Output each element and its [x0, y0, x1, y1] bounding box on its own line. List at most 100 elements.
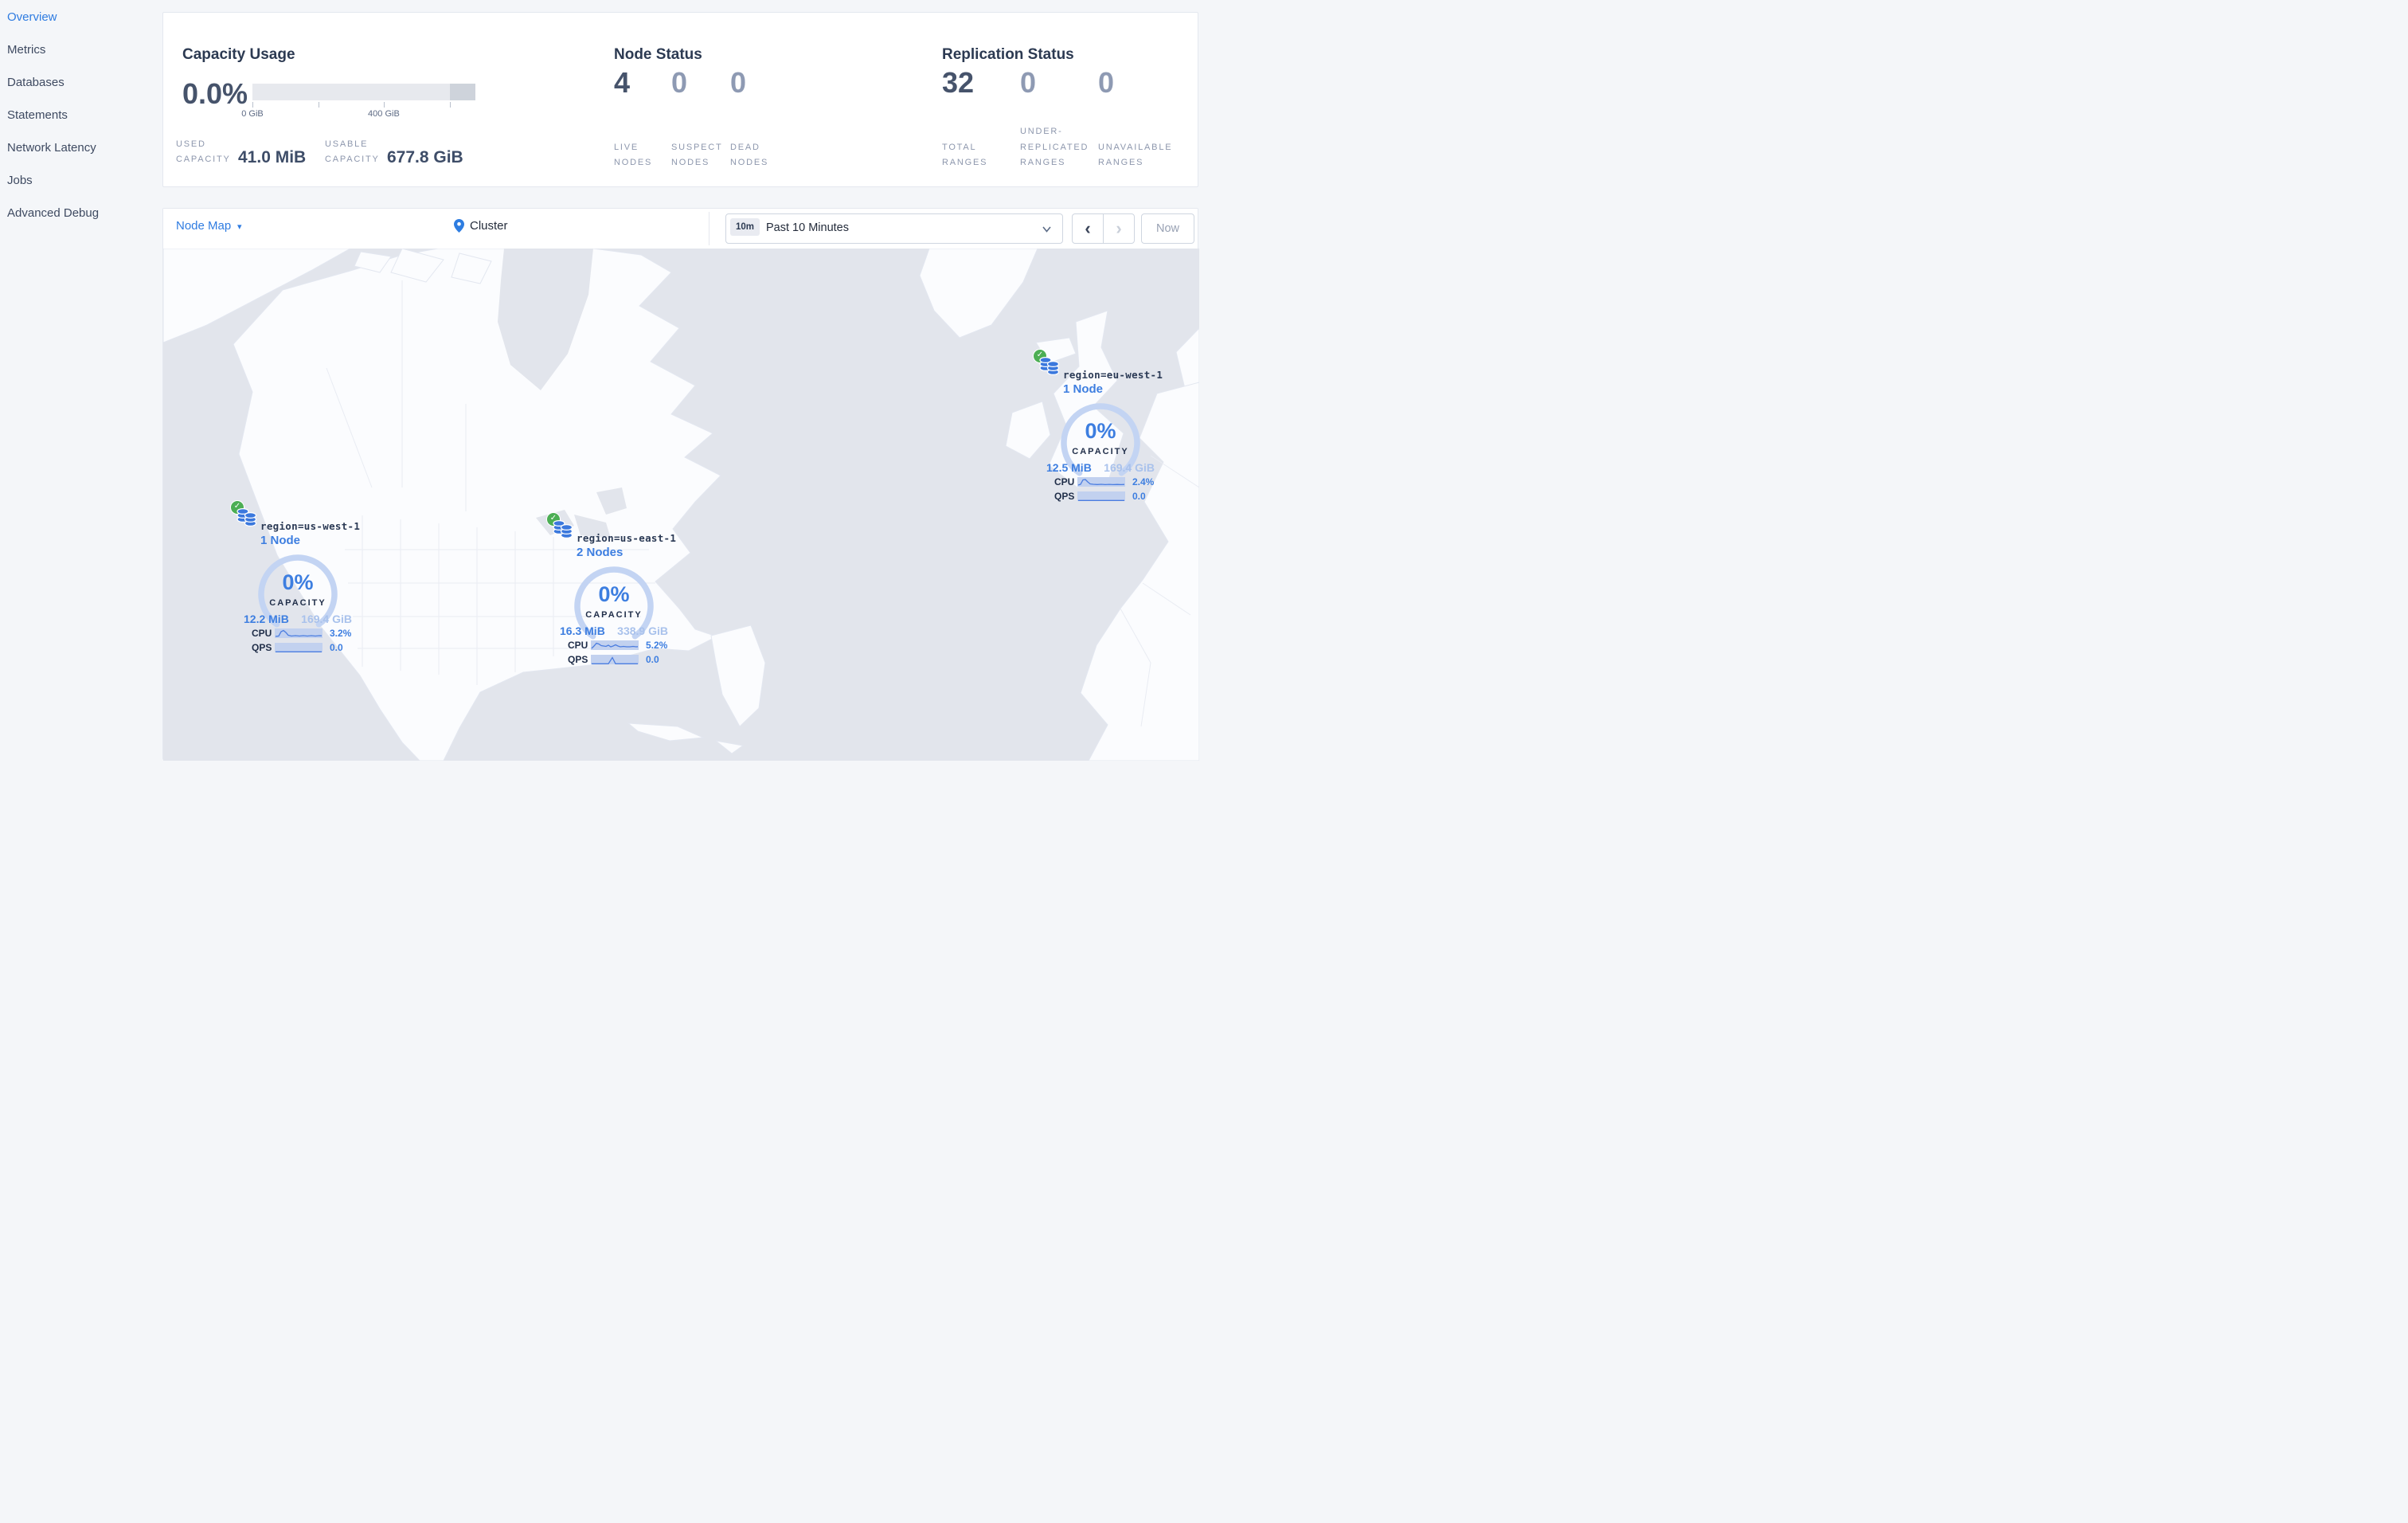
used-capacity-value: 12.5 MiB — [1046, 461, 1092, 474]
region-marker-us-west-1[interactable]: ✓ region=us-west-1 1 Node 0% CAPACITY 12… — [230, 495, 366, 659]
landmass — [163, 249, 352, 343]
capacity-bar-reserved-segment — [450, 84, 475, 100]
cpu-value: 2.4% — [1132, 476, 1155, 487]
cpu-label: CPU — [252, 628, 272, 639]
database-nodes-icon — [553, 519, 573, 539]
capacity-label: CAPACITY — [269, 598, 326, 608]
step-forward-button[interactable]: › — [1116, 218, 1122, 238]
database-nodes-icon — [1039, 356, 1060, 376]
region-marker-us-east-1[interactable]: ✓ region=us-east-1 2 Nodes 0% CAPACITY 1… — [546, 507, 682, 671]
qps-value: 0.0 — [330, 642, 343, 653]
landmass — [354, 251, 392, 273]
unavailable-ranges-value: 0 — [1098, 66, 1115, 99]
node-status-title: Node Status — [614, 45, 702, 63]
map-pin-icon — [454, 219, 464, 233]
under-replicated-ranges-value: 0 — [1020, 66, 1037, 99]
now-button[interactable]: Now — [1141, 213, 1194, 244]
capacity-bar-tick — [450, 102, 452, 108]
cpu-label: CPU — [568, 640, 588, 651]
qps-label: QPS — [252, 642, 272, 653]
suspect-nodes-metric: 0 SUSPECT NODES — [671, 69, 727, 170]
qps-label: QPS — [1054, 491, 1075, 502]
total-capacity-value: 169.4 GiB — [1104, 461, 1155, 474]
landmass-north-america — [233, 249, 721, 761]
qps-sparkline — [591, 655, 639, 664]
under-replicated-ranges-metric: 0 UNDER-REPLICATED RANGES — [1020, 69, 1093, 170]
region-marker-eu-west-1[interactable]: ✓ region=eu-west-1 1 Node 0% CAPACITY 12… — [1033, 344, 1168, 507]
capacity-label: CAPACITY — [585, 610, 643, 620]
live-nodes-value: 4 — [614, 66, 631, 99]
sidebar-item-advanced-debug[interactable]: Advanced Debug — [7, 206, 100, 220]
node-map[interactable]: ✓ region=us-west-1 1 Node 0% CAPACITY 12… — [163, 249, 1199, 761]
region-node-count-link[interactable]: 1 Node — [1063, 382, 1104, 396]
dead-nodes-label: DEAD NODES — [730, 142, 769, 167]
landmass — [627, 722, 705, 742]
capacity-bar: 0 GiB 400 GiB — [241, 84, 475, 119]
country-borders — [1120, 455, 1199, 727]
used-capacity-label: USED CAPACITY — [176, 139, 231, 165]
great-lake — [574, 515, 611, 538]
live-nodes-label: LIVE NODES — [614, 142, 653, 167]
landmass — [1005, 401, 1051, 460]
sidebar-item-jobs[interactable]: Jobs — [7, 174, 33, 187]
breadcrumb-label: Cluster — [470, 219, 508, 233]
capacity-percent: 0% — [282, 570, 314, 594]
suspect-nodes-label: SUSPECT NODES — [671, 142, 723, 167]
region-name: region=us-east-1 — [577, 532, 677, 544]
view-caret-icon[interactable]: ▾ — [237, 222, 242, 232]
qps-value: 0.0 — [646, 654, 659, 665]
total-capacity-value: 169.4 GiB — [301, 613, 352, 625]
cpu-sparkline — [1077, 477, 1125, 487]
time-range-label: Past 10 Minutes — [766, 221, 849, 234]
qps-label: QPS — [568, 654, 588, 665]
cpu-sparkline — [275, 628, 322, 638]
sidebar-item-databases[interactable]: Databases — [7, 76, 64, 89]
suspect-nodes-value: 0 — [671, 66, 688, 99]
used-capacity-value: 16.3 MiB — [560, 624, 605, 637]
region-node-count-link[interactable]: 1 Node — [260, 534, 301, 547]
capacity-gauge-arc — [258, 554, 338, 628]
capacity-bar-tick — [383, 102, 385, 108]
capacity-tick-label-400: 400 GiB — [368, 109, 400, 119]
capacity-tick-label-0: 0 GiB — [241, 109, 264, 119]
landmass — [710, 624, 766, 727]
total-ranges-value: 32 — [942, 66, 975, 99]
breadcrumb[interactable]: Cluster — [454, 219, 508, 233]
sidebar-item-statements[interactable]: Statements — [7, 108, 68, 122]
capacity-gauge-arc — [574, 566, 654, 640]
qps-value: 0.0 — [1132, 491, 1146, 502]
region-name: region=eu-west-1 — [1063, 369, 1163, 381]
view-selector-dropdown[interactable]: Node Map — [176, 219, 232, 233]
cpu-label: CPU — [1054, 476, 1075, 487]
landmass — [715, 740, 745, 754]
landmass — [390, 249, 444, 283]
sidebar-item-metrics[interactable]: Metrics — [7, 43, 46, 57]
map-toolbar: Node Map ▾ Cluster 10m Past 10 Minutes ‹… — [163, 209, 1198, 249]
time-range-dropdown[interactable]: 10m Past 10 Minutes — [725, 213, 1063, 244]
usable-capacity-metric: USABLE CAPACITY 677.8 GiB — [325, 137, 463, 168]
great-lake — [596, 487, 627, 515]
landmass — [451, 253, 492, 284]
cpu-value: 5.2% — [646, 640, 668, 651]
hudson-bay — [498, 249, 593, 390]
capacity-bar-tick — [252, 102, 253, 108]
total-ranges-label: TOTAL RANGES — [942, 142, 988, 167]
world-basemap — [163, 249, 1199, 761]
usable-capacity-value: 677.8 GiB — [387, 147, 463, 166]
step-back-button[interactable]: ‹ — [1073, 214, 1104, 243]
region-node-count-link[interactable]: 2 Nodes — [577, 546, 624, 559]
unavailable-ranges-label: UNAVAILABLE RANGES — [1098, 142, 1173, 167]
region-name: region=us-west-1 — [260, 520, 361, 532]
dead-nodes-metric: 0 DEAD NODES — [730, 69, 784, 170]
node-map-card: Node Map ▾ Cluster 10m Past 10 Minutes ‹… — [162, 208, 1199, 761]
dead-nodes-value: 0 — [730, 66, 747, 99]
cluster-summary-card: Capacity Usage 0.0% 0 GiB 400 GiB USED C… — [162, 12, 1198, 187]
sidebar-item-overview[interactable]: Overview — [7, 10, 57, 24]
capacity-percent: 0% — [598, 582, 630, 606]
sidebar-item-network-latency[interactable]: Network Latency — [7, 141, 96, 155]
qps-sparkline — [275, 643, 322, 652]
database-nodes-icon — [236, 507, 257, 527]
qps-sparkline — [1077, 491, 1125, 501]
used-capacity-metric: USED CAPACITY 41.0 MiB — [176, 137, 306, 168]
sidebar: Overview Metrics Databases Statements Ne… — [0, 0, 162, 762]
